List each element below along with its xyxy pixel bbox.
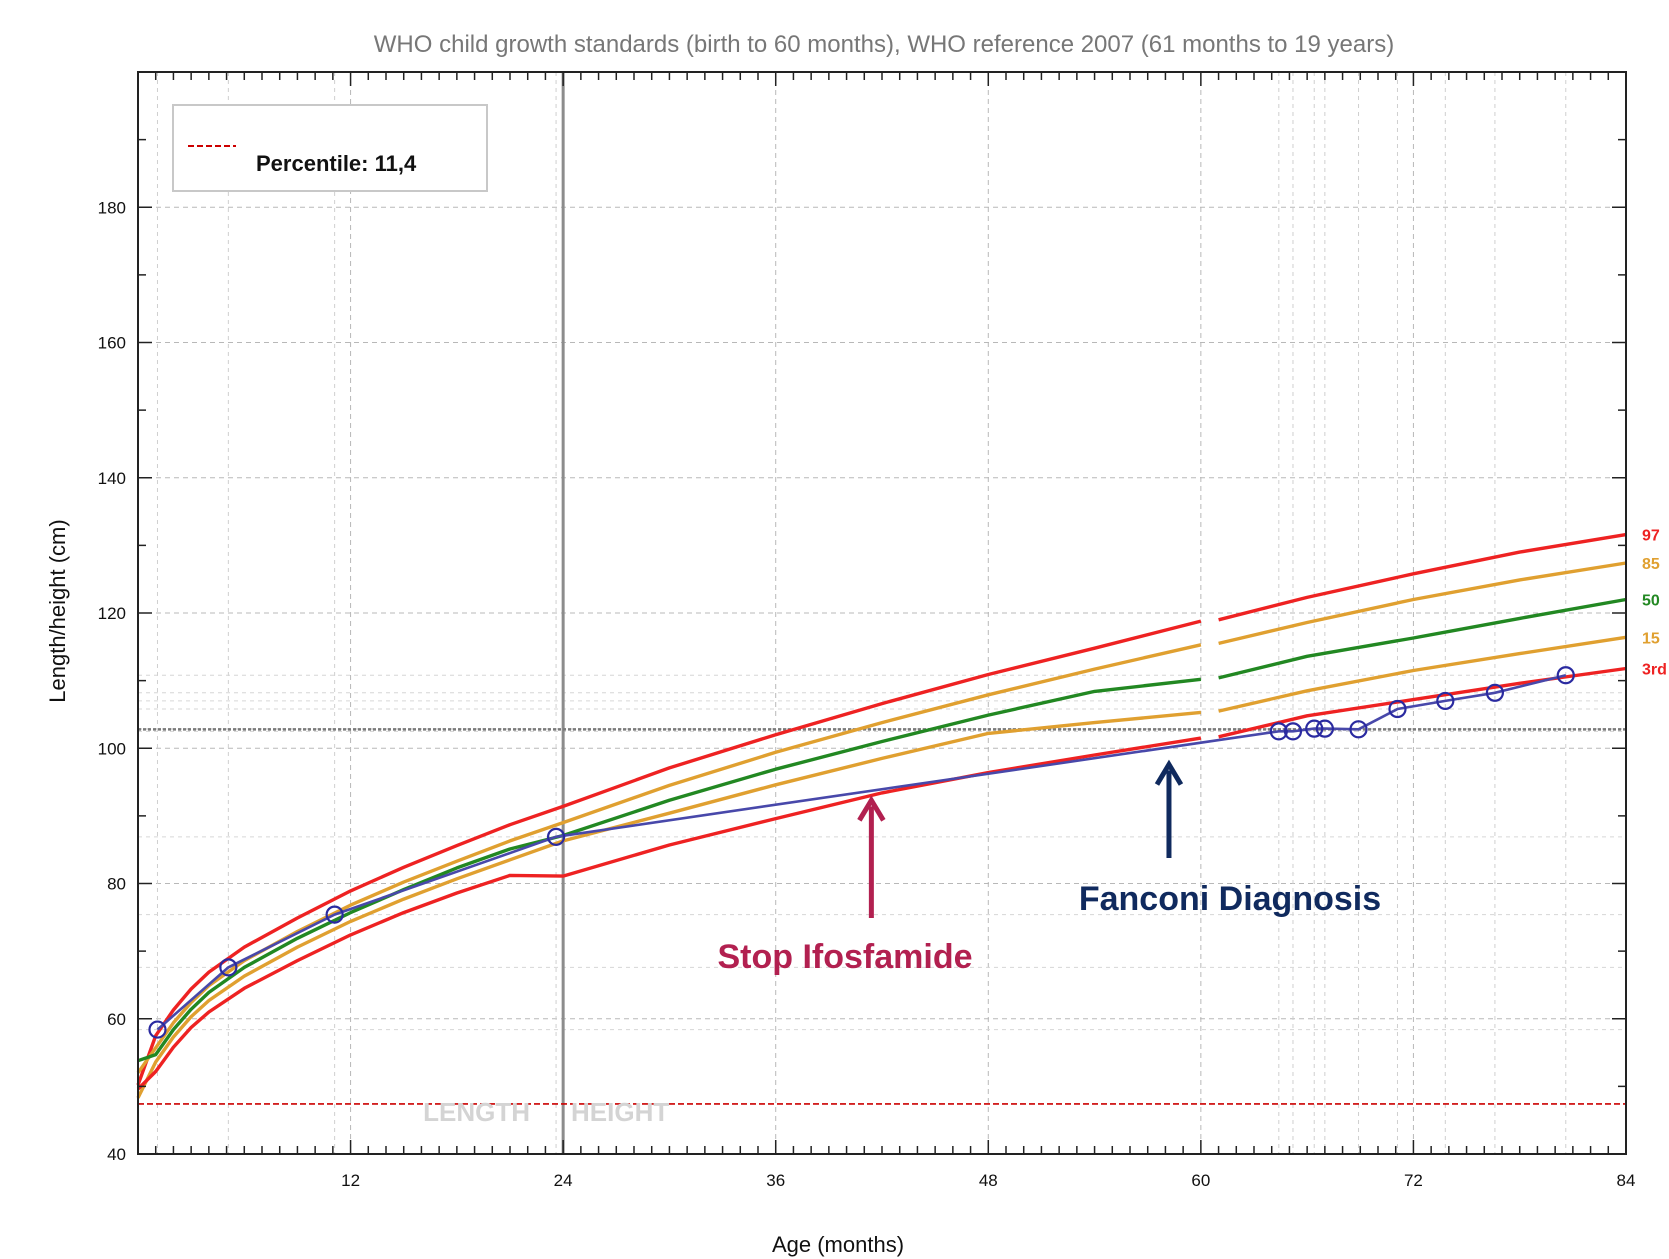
series-label-50: 50 xyxy=(1642,592,1660,609)
x-tick-label: 72 xyxy=(1404,1171,1423,1190)
y-tick-label: 180 xyxy=(98,198,126,217)
annotation-label: Fanconi Diagnosis xyxy=(1079,880,1381,918)
grid xyxy=(138,72,1626,1154)
measurement-point xyxy=(1556,666,1575,685)
x-tick-label: 36 xyxy=(766,1171,785,1190)
series-label-3rd: 3rd xyxy=(1642,661,1667,678)
annotations: Stop Ifosfamide Fanconi Diagnosis xyxy=(717,759,1381,976)
measurement-point xyxy=(1388,699,1407,719)
measurement-point xyxy=(325,905,344,924)
y-tick-label: 80 xyxy=(107,875,126,894)
percentile-curves: 97 85 50 15 3rd xyxy=(136,528,1667,1099)
y-axis-title: Length/height (cm) xyxy=(45,519,70,702)
series-line-15 xyxy=(136,635,1627,1099)
measurement-point xyxy=(148,1020,167,1039)
legend: Percentile: 11,4 xyxy=(172,104,488,192)
y-tick-label: 60 xyxy=(107,1010,126,1029)
series-line-50 xyxy=(137,597,1627,1063)
y-tick-label: 120 xyxy=(98,604,126,623)
y-tick-label: 160 xyxy=(98,334,126,353)
x-tick-label: 12 xyxy=(341,1171,360,1190)
x-tick-label: 84 xyxy=(1617,1171,1636,1190)
reference-lines xyxy=(138,72,1626,1154)
measurement-point xyxy=(546,827,566,846)
measurement-point xyxy=(219,958,238,977)
chart-title: WHO child growth standards (birth to 60 … xyxy=(374,31,1394,58)
x-axis-title: Age (months) xyxy=(772,1232,904,1257)
axis-ticks: 12 24 36 48 60 72 84 40 60 80 100 120 140 160 180 xyxy=(98,71,1636,1190)
measurement-point xyxy=(1305,719,1324,738)
y-tick-label: 40 xyxy=(107,1145,126,1164)
measurement-point xyxy=(1349,720,1368,739)
legend-label: Percentile: 11,4 xyxy=(256,151,417,176)
patient-measurements xyxy=(148,666,1575,1039)
legend-box xyxy=(172,104,488,192)
zone-labels: LENGTH HEIGHT xyxy=(423,1097,669,1127)
zone-label-length: LENGTH xyxy=(423,1097,530,1127)
zone-label-height: HEIGHT xyxy=(571,1097,669,1127)
series-label-15: 15 xyxy=(1642,630,1660,647)
series-line-97 xyxy=(136,532,1627,1086)
annotation-arrow-head xyxy=(1154,759,1184,786)
measurement-point xyxy=(1269,722,1288,741)
y-tick-label: 100 xyxy=(98,739,126,758)
measurement-point xyxy=(1315,719,1334,738)
series-line-85 xyxy=(136,561,1627,1074)
annotation-label: Stop Ifosfamide xyxy=(717,938,972,976)
measurement-point xyxy=(1283,722,1303,741)
annotation-arrow-head xyxy=(857,795,886,822)
series-label-85: 85 xyxy=(1642,556,1660,573)
measurement-point xyxy=(1485,683,1505,702)
x-tick-label: 60 xyxy=(1191,1171,1210,1190)
y-tick-label: 140 xyxy=(98,469,126,488)
x-tick-label: 24 xyxy=(554,1171,573,1190)
series-label-97: 97 xyxy=(1642,528,1660,545)
measurement-point xyxy=(1436,691,1455,711)
measurement-line xyxy=(156,673,1567,1031)
x-tick-label: 48 xyxy=(979,1171,998,1190)
